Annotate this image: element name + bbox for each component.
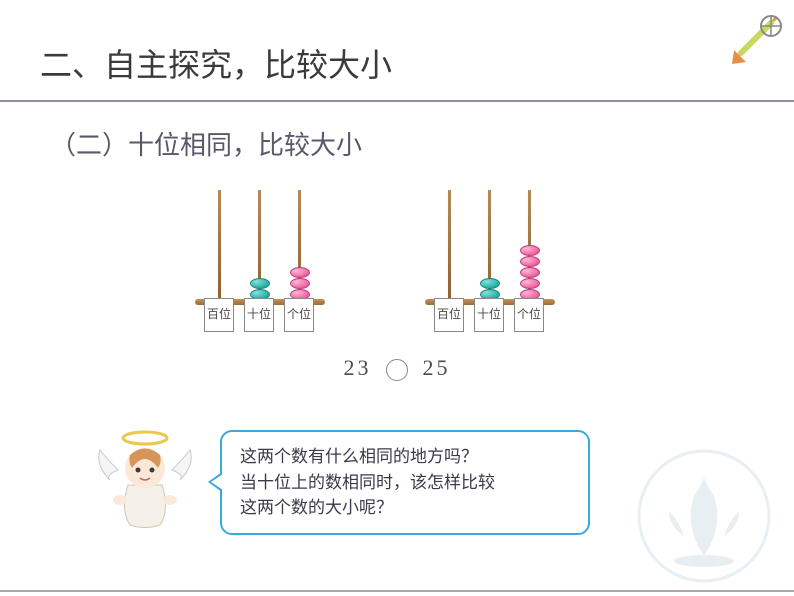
label-tens: 十位	[244, 298, 274, 332]
bead-pink	[520, 267, 540, 278]
rod-ones	[528, 190, 531, 300]
corner-decoration-icon	[726, 8, 786, 68]
comparison-right: 25	[423, 355, 451, 380]
label-tens: 十位	[474, 298, 504, 332]
rod-tens	[258, 190, 261, 300]
rod-hundreds	[218, 190, 221, 300]
bead-teal	[250, 278, 270, 289]
rod-hundreds	[448, 190, 451, 300]
label-ones: 个位	[284, 298, 314, 332]
speech-line1: 这两个数有什么相同的地方吗？	[240, 444, 570, 470]
comparison-left: 23	[344, 355, 372, 380]
rod-tens	[488, 190, 491, 300]
comparison-blank-icon	[386, 359, 408, 381]
label-hundreds: 百位	[434, 298, 464, 332]
bead-pink	[520, 256, 540, 267]
bead-pink	[520, 278, 540, 289]
bead-pink	[290, 267, 310, 278]
rod-ones	[298, 190, 301, 300]
label-hundreds: 百位	[204, 298, 234, 332]
abacus-right: 百位 十位 个位	[430, 180, 550, 330]
bottom-divider	[0, 590, 794, 592]
label-ones: 个位	[514, 298, 544, 332]
speech-line2: 当十位上的数相同时，该怎样比较	[240, 470, 570, 496]
speech-line3: 这两个数的大小呢？	[240, 495, 570, 521]
bead-teal	[480, 278, 500, 289]
divider-line	[0, 100, 794, 102]
speech-bubble: 这两个数有什么相同的地方吗？ 当十位上的数相同时，该怎样比较 这两个数的大小呢？	[220, 430, 590, 535]
comparison-row: 23 25	[0, 355, 794, 381]
watermark-icon	[634, 446, 774, 586]
angel-illustration	[90, 420, 210, 540]
main-title: 二、自主探究，比较大小	[40, 40, 392, 86]
bead-pink	[520, 245, 540, 256]
abacus-left: 百位 十位 个位	[200, 180, 320, 330]
bead-pink	[290, 278, 310, 289]
subtitle: （二）十位相同，比较大小	[50, 125, 362, 162]
abacus-container: 百位 十位 个位 百位 十位 个位	[200, 180, 600, 350]
